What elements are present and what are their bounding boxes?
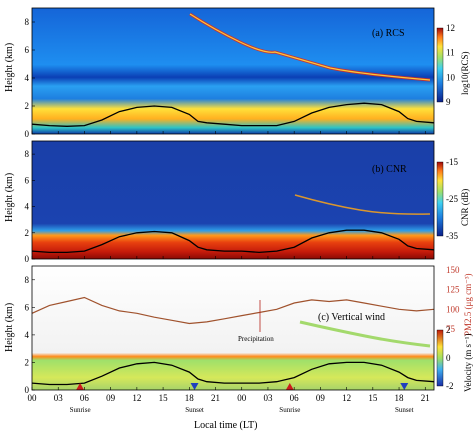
event-label: Sunset [185,406,204,414]
xtick-label: 12 [342,393,351,403]
xtick-label: 09 [316,393,326,403]
panel-wind-label: (c) Vertical wind [318,312,385,323]
chart-dynamic-layer: 0 2 4 6 8 0 2 4 6 8 0 2 4 6 8 00 03 06 09 12 15 18 21 00 03 06 09 1… [25,17,435,414]
colorbar-cnr-title: CNR (dB) [460,189,470,226]
wind-green-streak [299,320,431,348]
colorbar-rcs [436,27,444,103]
ytick-label-rcs: 6 [25,45,30,55]
colorbar-tick-vertical_wind: 0 [446,353,451,363]
xlabel: Local time (LT) [194,420,258,431]
colorbar-cnr [436,161,444,237]
colorbar-tick-rcs: 11 [446,48,455,58]
event-marker [285,383,294,390]
ytick-label-rcs: 8 [25,17,30,27]
cnr-cloud-streak [294,194,431,215]
panel-rcs-frame [31,7,435,135]
xtick-label: 06 [290,393,300,403]
colorbar-tick-cnr: -35 [446,231,458,241]
xtick-label: 00 [28,393,38,403]
panel-rcs-field [32,8,434,134]
ytick-label-vertical_wind: 4 [25,330,30,340]
xtick-label: 03 [54,393,64,403]
ytick-label-cnr: 8 [25,149,30,159]
ytick-label-vertical_wind: 0 [25,385,30,395]
ytick-label-vertical_wind: 6 [25,302,30,312]
colorbar-tick-vertical_wind: -2 [446,381,454,391]
event-label: Sunset [395,406,414,414]
ytick-label-cnr: 4 [25,202,30,212]
pm25-tick: 75 [446,324,456,334]
xtick-label: 03 [263,393,273,403]
colorbar-tick-cnr: -25 [446,194,458,204]
ytick-label-vertical_wind: 2 [25,357,30,367]
ytick-label-cnr: 0 [25,254,30,264]
colorbar-wind-title: Velocity (m s⁻¹) [463,334,473,392]
xtick-label: 18 [185,393,195,403]
xtick-label: 21 [421,393,430,403]
xtick-label: 12 [132,393,141,403]
event-label: Sunrise [70,406,91,414]
event-marker [76,383,85,390]
ylabel-cnr: Height (km) [4,173,15,222]
event-label: Sunrise [279,406,300,414]
pm25-axis-title: PM2.5 (μg cm⁻³) [463,273,473,336]
ytick-label-cnr: 2 [25,228,30,238]
panel-cnr-label: (b) CNR [372,164,407,175]
colorbar-tick-rcs: 10 [446,72,456,82]
ytick-label-vertical_wind: 8 [25,275,30,285]
colorbar-tick-vertical_wind: 2 [446,325,451,335]
blh-line-cnr [31,229,435,254]
xtick-label: 21 [211,393,220,403]
panel-cnr-field [32,141,434,259]
pm25-tick: 150 [446,265,460,275]
colorbar-tick-rcs: 9 [446,97,451,107]
rcs-upper-cloud-glow [189,13,431,81]
blh-line-rcs [31,102,435,127]
panel-cnr-frame [31,140,435,260]
pm25-tick: 125 [446,285,460,295]
ytick-label-rcs: 2 [25,101,30,111]
colorbar-tick-cnr: -15 [446,157,458,167]
xtick-label: 06 [80,393,90,403]
colorbar-tick-rcs: 12 [446,23,455,33]
ytick-label-cnr: 6 [25,175,30,185]
xtick-label: 18 [395,393,405,403]
panel-wind-field [32,266,434,390]
colorbar-ticks: 9 10 11 12 -15 -25 -35 -2 0 275 100 125 150 [446,23,460,391]
xtick-label: 00 [237,393,247,403]
ylabel-wind: Height (km) [4,303,15,352]
colorbar-rcs-title: log10(RCS) [460,51,470,95]
xtick-label: 15 [368,393,378,403]
ylabel-rcs: Height (km) [4,43,15,92]
blh-line-vertical_wind [31,361,435,386]
panel-rcs-label: (a) RCS [372,28,405,39]
event-marker [190,383,199,390]
ytick-label-rcs: 4 [25,73,30,83]
precipitation-annotation: Precipitation [238,335,274,343]
event-marker [400,383,409,390]
ytick-label-rcs: 0 [25,129,30,139]
colorbar-wind [436,329,444,387]
xtick-label: 09 [106,393,116,403]
panel-wind-frame [31,265,435,391]
xtick-label: 15 [159,393,169,403]
pm25-line [31,296,435,325]
pm25-tick: 100 [446,304,460,314]
